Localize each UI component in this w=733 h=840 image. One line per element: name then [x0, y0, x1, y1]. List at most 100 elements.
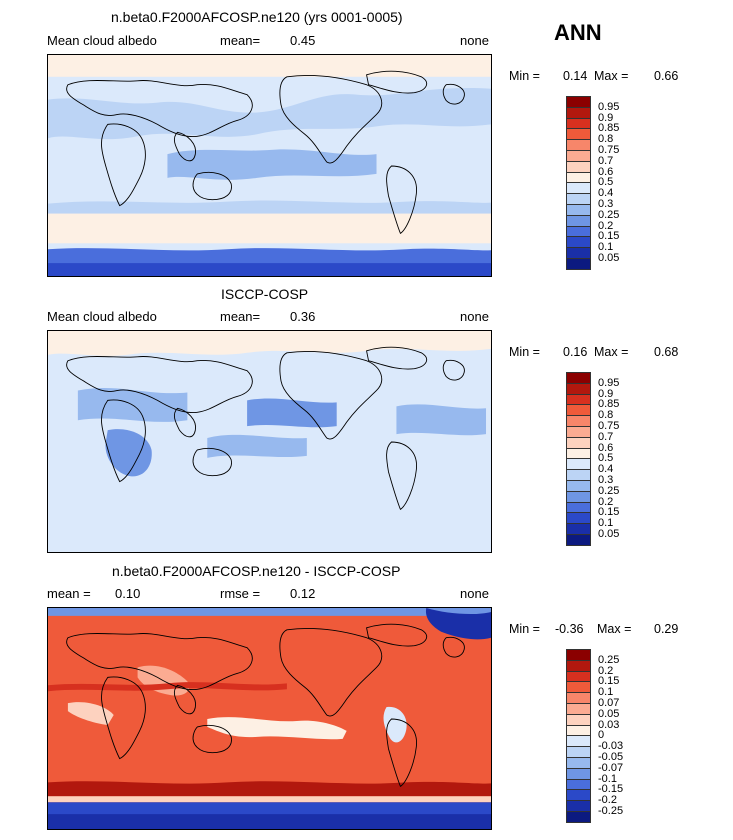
- colorbar-swatch: [566, 811, 591, 823]
- panel-3-min-value: -0.36: [555, 622, 584, 636]
- antarctic-core: [48, 263, 491, 276]
- tropics-patch-3: [396, 404, 487, 436]
- colorbar-tick-label: 0.25: [598, 484, 620, 497]
- colorbar-tick-label: -0.03: [598, 740, 624, 753]
- colorbar-tick-label: 0.1: [598, 241, 614, 254]
- colorbar-tick-label: 0.75: [598, 420, 620, 432]
- colorbar-tick-label: 0.95: [598, 100, 620, 113]
- colorbar-tick-label: 0.25: [598, 653, 620, 666]
- colorbar-tick-label: 0.03: [598, 718, 620, 731]
- indian-ocean-patch: [207, 434, 307, 458]
- southern-dark-red: [48, 781, 491, 797]
- tropical-pale-band: [207, 717, 347, 740]
- panel-2-min-value: 0.16: [563, 345, 588, 359]
- colorbar-swatch: [566, 534, 591, 546]
- panel-3-min-label: Min =: [509, 622, 540, 636]
- panel-1-title: n.beta0.F2000AFCOSP.ne120 (yrs 0001-0005…: [111, 9, 403, 25]
- colorbar-tick-label: 0.05: [598, 707, 620, 720]
- panel-1-min-value: 0.14: [563, 69, 588, 83]
- panel-1-variable-label: Mean cloud albedo: [47, 33, 157, 48]
- colorbar-tick-label: 0.07: [598, 697, 620, 709]
- panel-1-max-value: 0.66: [654, 69, 679, 83]
- panel-3-coastlines: [66, 623, 465, 788]
- colorbar-tick-label: 0.85: [598, 398, 620, 411]
- colorbar-tick-label: 0.1: [598, 686, 614, 699]
- panel-3-map-svg: [48, 608, 491, 829]
- colorbar-tick-label: 0.3: [598, 474, 614, 486]
- colorbar-tick-label: 0.15: [598, 230, 620, 243]
- colorbar-tick-label: 0.8: [598, 133, 614, 146]
- colorbar-tick-label: 0.1: [598, 517, 614, 530]
- panel-2-coastlines: [66, 346, 465, 511]
- colorbar-tick-label: 0.6: [598, 441, 614, 454]
- arctic-blue: [48, 608, 491, 616]
- panel-2-min-label: Min =: [509, 345, 540, 359]
- colorbar-tick-label: 0.2: [598, 219, 614, 232]
- colorbar-tick-label: 0.15: [598, 506, 620, 519]
- dark-red-streak-1: [48, 682, 287, 692]
- colorbar-tick-label: 0.95: [598, 376, 620, 389]
- colorbar-tick-label: 0.6: [598, 165, 614, 178]
- panel-2-units: none: [460, 309, 489, 324]
- panel-3-max-label: Max =: [597, 622, 632, 636]
- panel-3-mean-label: mean =: [47, 586, 91, 601]
- colorbar-tick-label: 0.9: [598, 387, 614, 400]
- greenland-blue: [425, 608, 491, 640]
- panel-3-mean-value: 0.10: [115, 586, 141, 601]
- colorbar-tick-label: -0.2: [598, 794, 617, 807]
- africa-patch: [105, 429, 152, 477]
- colorbar-tick-label: 0.75: [598, 144, 620, 156]
- colorbar-tick-label: 0.25: [598, 208, 620, 221]
- colorbar-tick-label: 0.5: [598, 176, 614, 189]
- colorbar-tick-label: 0.4: [598, 463, 614, 476]
- panel-3-rmse-label: rmse =: [220, 586, 261, 601]
- panel-3-title: n.beta0.F2000AFCOSP.ne120 - ISCCP-COSP: [112, 563, 401, 579]
- atlantic-light-patch: [67, 702, 114, 725]
- panel-1-units: none: [460, 33, 489, 48]
- south-america-light: [383, 706, 407, 743]
- panel-3-map: [47, 607, 492, 830]
- panel-2-max-value: 0.68: [654, 345, 679, 359]
- colorbar-tick-label: 0.3: [598, 198, 614, 210]
- colorbar-tick-label: -0.05: [598, 751, 624, 763]
- colorbar-tick-label: 0.7: [598, 154, 614, 167]
- colorbar-tick-label: 0.2: [598, 495, 614, 508]
- panel-2-mean-value: 0.36: [290, 309, 316, 324]
- colorbar-tick-label: -0.25: [598, 805, 624, 817]
- panel-1-mean-label: mean=: [220, 33, 261, 48]
- colorbar-tick-label: 0.9: [598, 111, 614, 124]
- panel-2-variable-label: Mean cloud albedo: [47, 309, 157, 324]
- colorbar-tick-label: 0.2: [598, 664, 614, 677]
- panel-1-mean-value: 0.45: [290, 33, 316, 48]
- panel-3-max-value: 0.29: [654, 622, 679, 636]
- season-label: ANN: [554, 20, 602, 45]
- colorbar-tick-label: 0.05: [598, 252, 620, 264]
- colorbar-tick-label: 0.8: [598, 409, 614, 422]
- colorbar-tick-label: -0.1: [598, 772, 617, 785]
- colorbar-tick-label: 0: [598, 729, 605, 742]
- arctic-band: [48, 55, 491, 77]
- panel-1-max-label: Max =: [594, 69, 629, 83]
- panel-1-map-svg: [48, 55, 491, 276]
- tropical-band: [167, 149, 377, 180]
- panel-3-units: none: [460, 586, 489, 601]
- panel-2-title: ISCCP-COSP: [221, 286, 309, 302]
- panel-1-map: [47, 54, 492, 277]
- panel-2-max-label: Max =: [594, 345, 629, 359]
- panel-1-coastlines: [66, 70, 465, 235]
- colorbar-tick-label: -0.07: [598, 761, 624, 774]
- colorbar-swatch: [566, 258, 591, 270]
- colorbar-tick-label: 0.15: [598, 675, 620, 688]
- panel-2-map: [47, 330, 492, 553]
- antarctic-deep-blue: [48, 814, 491, 829]
- colorbar-tick-label: 0.7: [598, 430, 614, 443]
- colorbar-tick-label: 0.4: [598, 187, 614, 200]
- colorbar-tick-label: -0.15: [598, 783, 624, 796]
- colorbar-tick-label: 0.85: [598, 122, 620, 135]
- southern-pale: [48, 796, 491, 803]
- southern-ocean-band: [48, 213, 491, 244]
- colorbar-tick-label: 0.05: [598, 528, 620, 540]
- panel-2-map-svg: [48, 331, 491, 552]
- tropics-patch-2: [247, 398, 337, 428]
- midlat-band-north: [48, 87, 491, 140]
